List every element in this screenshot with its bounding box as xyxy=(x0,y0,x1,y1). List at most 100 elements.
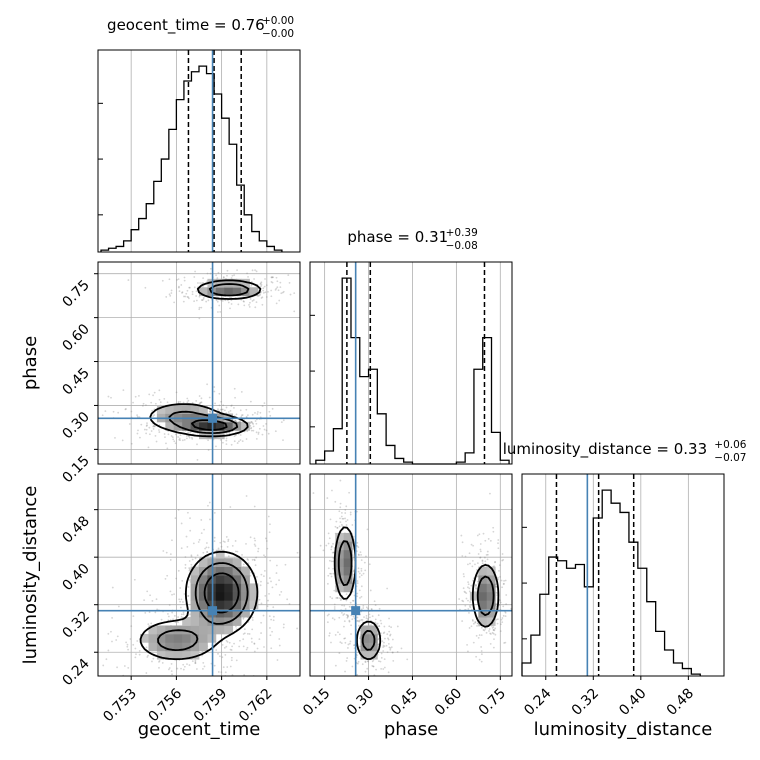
sample-point xyxy=(183,593,186,595)
sample-point xyxy=(261,405,264,408)
sample-point xyxy=(360,569,363,572)
sample-point xyxy=(181,686,183,688)
sample-point xyxy=(502,558,505,561)
density-cell xyxy=(469,591,479,601)
sample-point xyxy=(173,301,176,304)
sample-point xyxy=(262,614,265,617)
sample-point xyxy=(200,519,203,521)
sample-point xyxy=(181,439,184,442)
sample-point xyxy=(167,615,170,618)
density-cell xyxy=(335,583,345,593)
sample-point xyxy=(170,670,173,673)
sample-point xyxy=(328,537,331,540)
title-geocent_time: geocent_time = 0.76+0.00−0.00 xyxy=(107,15,294,40)
sample-point xyxy=(371,665,374,667)
sample-point xyxy=(261,433,264,436)
sample-point xyxy=(267,515,270,518)
sample-point xyxy=(163,433,166,435)
sample-point xyxy=(465,592,468,595)
sample-point xyxy=(239,439,242,441)
sample-point xyxy=(253,278,255,280)
sample-point xyxy=(199,402,202,404)
sample-point xyxy=(253,558,256,561)
sample-point xyxy=(225,443,228,446)
y-tick-label: 0.32 xyxy=(59,608,92,641)
sample-point xyxy=(200,306,203,309)
sample-point xyxy=(260,297,263,299)
sample-point xyxy=(254,412,256,414)
sample-point xyxy=(328,634,331,637)
sample-point xyxy=(88,643,90,645)
sample-point xyxy=(231,544,234,547)
sample-point xyxy=(346,657,349,659)
sample-point xyxy=(282,439,284,442)
sample-point xyxy=(349,601,352,604)
sample-point xyxy=(193,300,196,303)
density-cell xyxy=(232,617,242,626)
sample-point xyxy=(197,541,200,543)
density-cell xyxy=(165,405,175,414)
density-cell xyxy=(478,566,488,576)
sample-point xyxy=(383,645,386,648)
sample-point xyxy=(172,618,174,621)
sample-point xyxy=(187,297,190,300)
sample-point xyxy=(195,668,198,670)
sample-point xyxy=(262,287,265,290)
sample-point xyxy=(364,670,367,673)
sample-point xyxy=(356,620,359,622)
density-cell xyxy=(199,421,208,431)
density-cell xyxy=(224,625,234,635)
sample-point xyxy=(497,539,500,541)
sample-point xyxy=(365,615,368,617)
title-luminosity_distance: luminosity_distance = 0.33 +0.06−0.07 xyxy=(503,439,747,464)
sample-point xyxy=(178,598,181,601)
sample-point xyxy=(269,634,272,637)
sample-point xyxy=(497,547,500,550)
sample-point xyxy=(189,529,192,532)
sample-point xyxy=(215,445,217,448)
sample-point xyxy=(468,627,471,629)
sample-point xyxy=(480,626,483,629)
sample-point xyxy=(480,660,483,663)
sample-point xyxy=(227,555,230,558)
sample-point xyxy=(367,660,370,663)
sample-point xyxy=(228,641,231,644)
sample-point xyxy=(242,633,245,635)
sample-point xyxy=(107,395,110,398)
y-axis-label-luminosity_distance: luminosity_distance xyxy=(20,486,41,665)
sample-point xyxy=(325,544,328,547)
density-cell xyxy=(148,642,158,652)
sample-point xyxy=(213,386,216,388)
contour-level-2 xyxy=(168,283,250,434)
sample-point xyxy=(287,274,290,277)
title-sub: −0.08 xyxy=(446,240,478,252)
sample-point xyxy=(293,292,296,295)
sample-point xyxy=(175,577,178,580)
sample-point xyxy=(202,662,205,664)
sample-point xyxy=(145,428,148,431)
sample-point xyxy=(480,653,483,656)
sample-point xyxy=(371,660,374,663)
sample-point xyxy=(194,659,197,662)
sample-point xyxy=(349,513,352,516)
sample-point xyxy=(224,671,227,674)
sample-point xyxy=(234,420,237,422)
sample-point xyxy=(391,651,394,654)
sample-point xyxy=(242,300,245,303)
sample-point xyxy=(223,541,226,543)
sample-point xyxy=(185,292,188,295)
sample-point xyxy=(332,557,335,559)
sample-point xyxy=(251,641,253,643)
sample-point xyxy=(216,277,219,279)
sample-point xyxy=(470,604,472,606)
sample-point xyxy=(255,556,258,559)
sample-point xyxy=(483,556,486,559)
density-cell xyxy=(165,650,175,660)
density-cell xyxy=(165,633,175,643)
sample-point xyxy=(181,292,183,294)
sample-point xyxy=(472,641,475,644)
sample-point xyxy=(344,641,347,644)
density-cell xyxy=(215,583,225,593)
sample-point xyxy=(503,642,506,644)
